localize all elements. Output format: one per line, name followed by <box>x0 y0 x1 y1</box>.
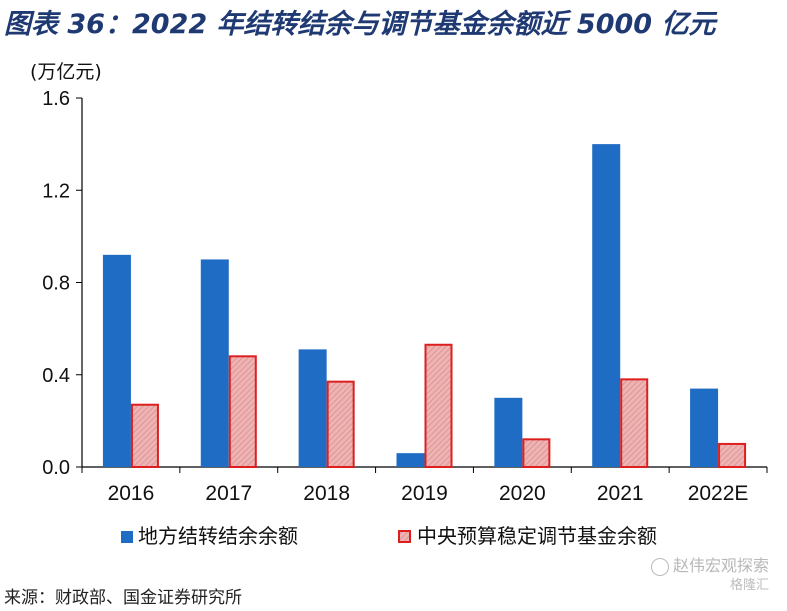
y-tick-label: 1.6 <box>42 88 70 110</box>
bar-series1 <box>102 254 131 467</box>
bar-series1 <box>200 259 229 467</box>
watermark: 赵伟宏观探索 格隆汇 <box>650 556 769 596</box>
bar-series1 <box>298 349 327 467</box>
legend-label-series2: 中央预算稳定调节基金余额 <box>417 524 657 548</box>
x-tick-label: 2022E <box>688 482 749 505</box>
x-tick-label: 2018 <box>303 482 350 505</box>
bar-series1 <box>494 397 523 467</box>
bar-series1 <box>690 388 719 467</box>
bar-series2 <box>326 380 355 469</box>
watermark-sub: 格隆汇 <box>729 578 769 593</box>
source-note: 来源：财政部、国金证券研究所 <box>4 588 242 608</box>
bar-series2 <box>522 438 551 469</box>
x-tick-label: 2017 <box>205 482 252 505</box>
bar-series2 <box>228 355 257 468</box>
bar-series1 <box>592 144 621 467</box>
x-tick-label: 2021 <box>597 482 644 505</box>
chart-title: 图表 36：2022 年结转结余与调节基金余额近 5000 亿元 <box>4 9 716 40</box>
bar-series2 <box>718 442 747 468</box>
legend: 地方结转结余余额 中央预算稳定调节基金余额 <box>121 524 657 548</box>
wechat-icon <box>650 557 669 576</box>
bar-series2 <box>620 378 649 468</box>
legend-swatch-series2 <box>398 530 411 543</box>
y-tick-label: 0.8 <box>42 273 70 295</box>
y-tick-label: 1.2 <box>42 180 70 202</box>
bar-series1 <box>396 453 425 467</box>
watermark-name: 赵伟宏观探索 <box>672 556 769 575</box>
legend-swatch-series1 <box>121 531 133 543</box>
y-tick-label: 0.0 <box>42 457 70 479</box>
bar-series2 <box>130 403 159 469</box>
legend-label-series1: 地方结转结余余额 <box>138 524 298 548</box>
x-tick-label: 2019 <box>401 482 448 505</box>
bar-series2 <box>424 343 453 468</box>
bars <box>102 144 747 469</box>
y-tick-label: 0.4 <box>42 365 70 387</box>
x-tick-label: 2020 <box>499 482 546 505</box>
y-axis-unit-label: (万亿元) <box>30 61 102 83</box>
x-tick-label: 2016 <box>108 482 155 505</box>
